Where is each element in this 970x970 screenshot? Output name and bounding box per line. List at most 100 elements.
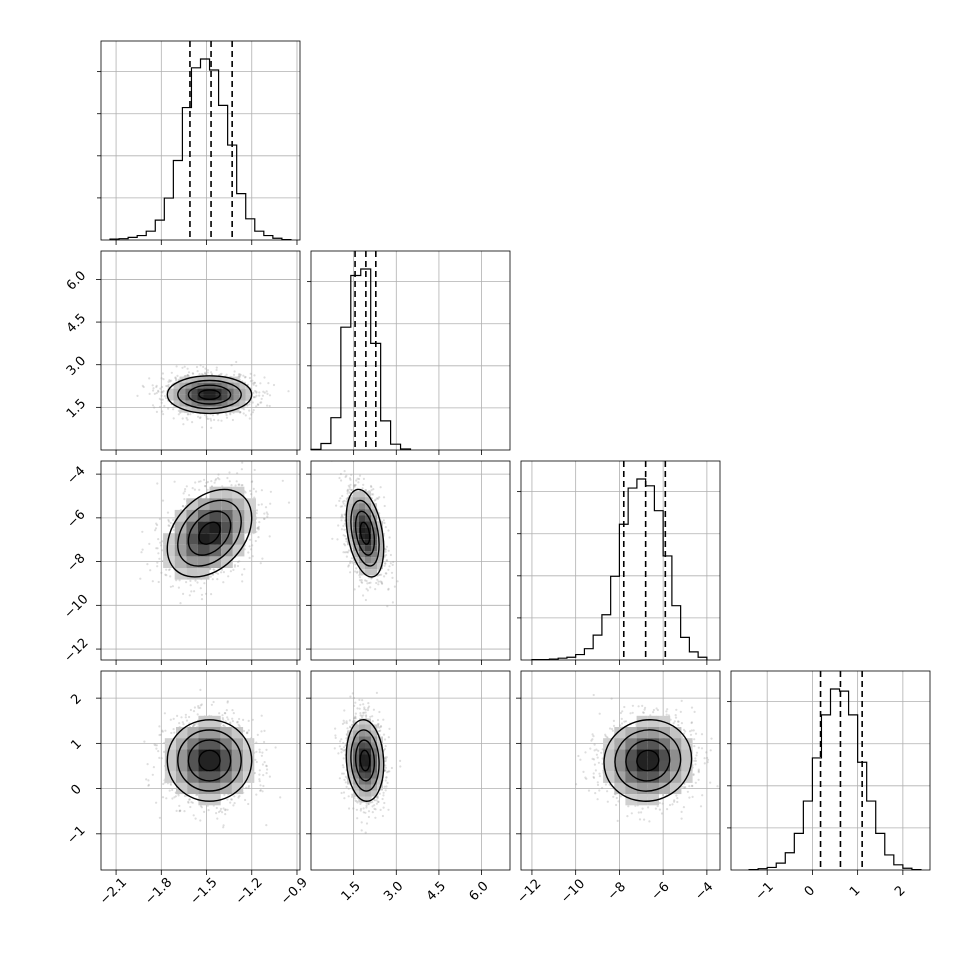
scatter-point [141, 548, 144, 551]
scatter-point [196, 713, 199, 716]
scatter-point [233, 370, 236, 373]
scatter-point [259, 382, 262, 385]
density-blocks [167, 376, 252, 413]
panel-content [139, 461, 291, 605]
scatter-point [216, 817, 219, 820]
scatter-point [269, 502, 272, 505]
density-cell [239, 382, 246, 389]
scatter-point [176, 374, 179, 377]
scatter-point [152, 389, 155, 392]
scatter-point [153, 406, 156, 409]
density-cell [209, 498, 222, 510]
scatter-point [161, 549, 164, 552]
density-cell [197, 556, 210, 568]
scatter-point [175, 365, 178, 368]
scatter-point [139, 577, 142, 580]
scatter-point [200, 703, 203, 706]
scatter-point [382, 496, 386, 499]
scatter-point [255, 760, 258, 764]
scatter-point [241, 580, 244, 583]
scatter-point [209, 575, 212, 578]
scatter-point [245, 786, 248, 790]
density-cell [221, 556, 233, 568]
scatter-point [335, 504, 338, 507]
scatter-point [348, 491, 351, 494]
density-cell [179, 382, 186, 389]
scatter-point [343, 513, 346, 516]
scatter-point [169, 380, 172, 383]
scatter-point [265, 772, 268, 775]
scatter-point [187, 413, 190, 416]
scatter-point [159, 541, 162, 544]
scatter-point [151, 404, 155, 407]
scatter-point [353, 485, 356, 488]
contour-level-0 [359, 521, 371, 545]
scatter-point [354, 563, 357, 566]
density-cell [221, 382, 228, 389]
scatter-point [253, 396, 256, 399]
scatter-point [265, 511, 268, 514]
scatter-point [228, 480, 231, 483]
scatter-point [259, 562, 262, 565]
scatter-point [365, 587, 368, 591]
density-cell [365, 539, 371, 546]
scatter-point [255, 405, 258, 408]
scatter-point [238, 560, 241, 563]
scatter-point [198, 488, 201, 491]
density-cell [365, 551, 371, 558]
density-cell [371, 527, 377, 534]
scatter-point [197, 480, 200, 483]
scatter-point [155, 522, 158, 525]
density-cell [232, 521, 245, 534]
scatter-point [250, 493, 253, 496]
density-cell [221, 486, 233, 499]
scatter-point [141, 384, 144, 387]
scatter-point [155, 384, 158, 387]
density-cell [227, 406, 234, 413]
density-cell [227, 388, 234, 395]
density-cell [179, 400, 186, 407]
scatter-point [167, 524, 170, 527]
scatter-point [355, 571, 359, 574]
scatter-point [172, 528, 175, 532]
density-cell [227, 394, 234, 401]
scatter-point [265, 390, 268, 393]
scatter-point [244, 798, 247, 802]
scatter-point [287, 501, 291, 504]
scatter-point [151, 580, 154, 583]
scatter-point [340, 479, 343, 482]
scatter-point [142, 385, 145, 389]
scatter-point [155, 385, 158, 389]
scatter-point [170, 379, 173, 382]
scatter-point [250, 548, 253, 551]
scatter-point [148, 377, 151, 380]
density-cell [186, 556, 198, 568]
scatter-point [349, 561, 352, 565]
scatter-point [211, 578, 214, 581]
scatter-point [268, 535, 271, 538]
histogram-panel-1 [307, 250, 511, 451]
scatter-point [162, 390, 165, 393]
scatter-point [248, 403, 251, 406]
density-cell [377, 551, 383, 558]
scatter-point [194, 579, 197, 582]
scatter-point [246, 383, 250, 386]
density-cell [191, 394, 198, 401]
scatter-point [339, 472, 342, 476]
scatter-point [383, 564, 386, 567]
scatter-point [384, 526, 387, 529]
scatter-point [248, 409, 251, 412]
scatter-point [350, 488, 353, 492]
scatter-point [281, 479, 284, 482]
scatter-point [227, 575, 230, 578]
scatter-point [373, 499, 376, 502]
scatter-point [160, 571, 163, 574]
density-cell [245, 394, 252, 401]
scatter-point [196, 370, 199, 373]
scatter-point [263, 517, 266, 521]
scatter-point [204, 485, 207, 488]
scatter-point [253, 381, 256, 384]
scatter-point [358, 474, 362, 477]
density-cell [173, 382, 180, 389]
scatter-point [341, 505, 344, 508]
